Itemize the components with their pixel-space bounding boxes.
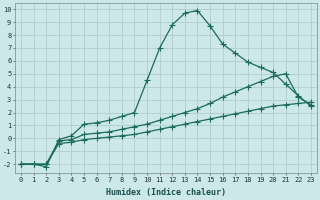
X-axis label: Humidex (Indice chaleur): Humidex (Indice chaleur)	[106, 188, 226, 197]
